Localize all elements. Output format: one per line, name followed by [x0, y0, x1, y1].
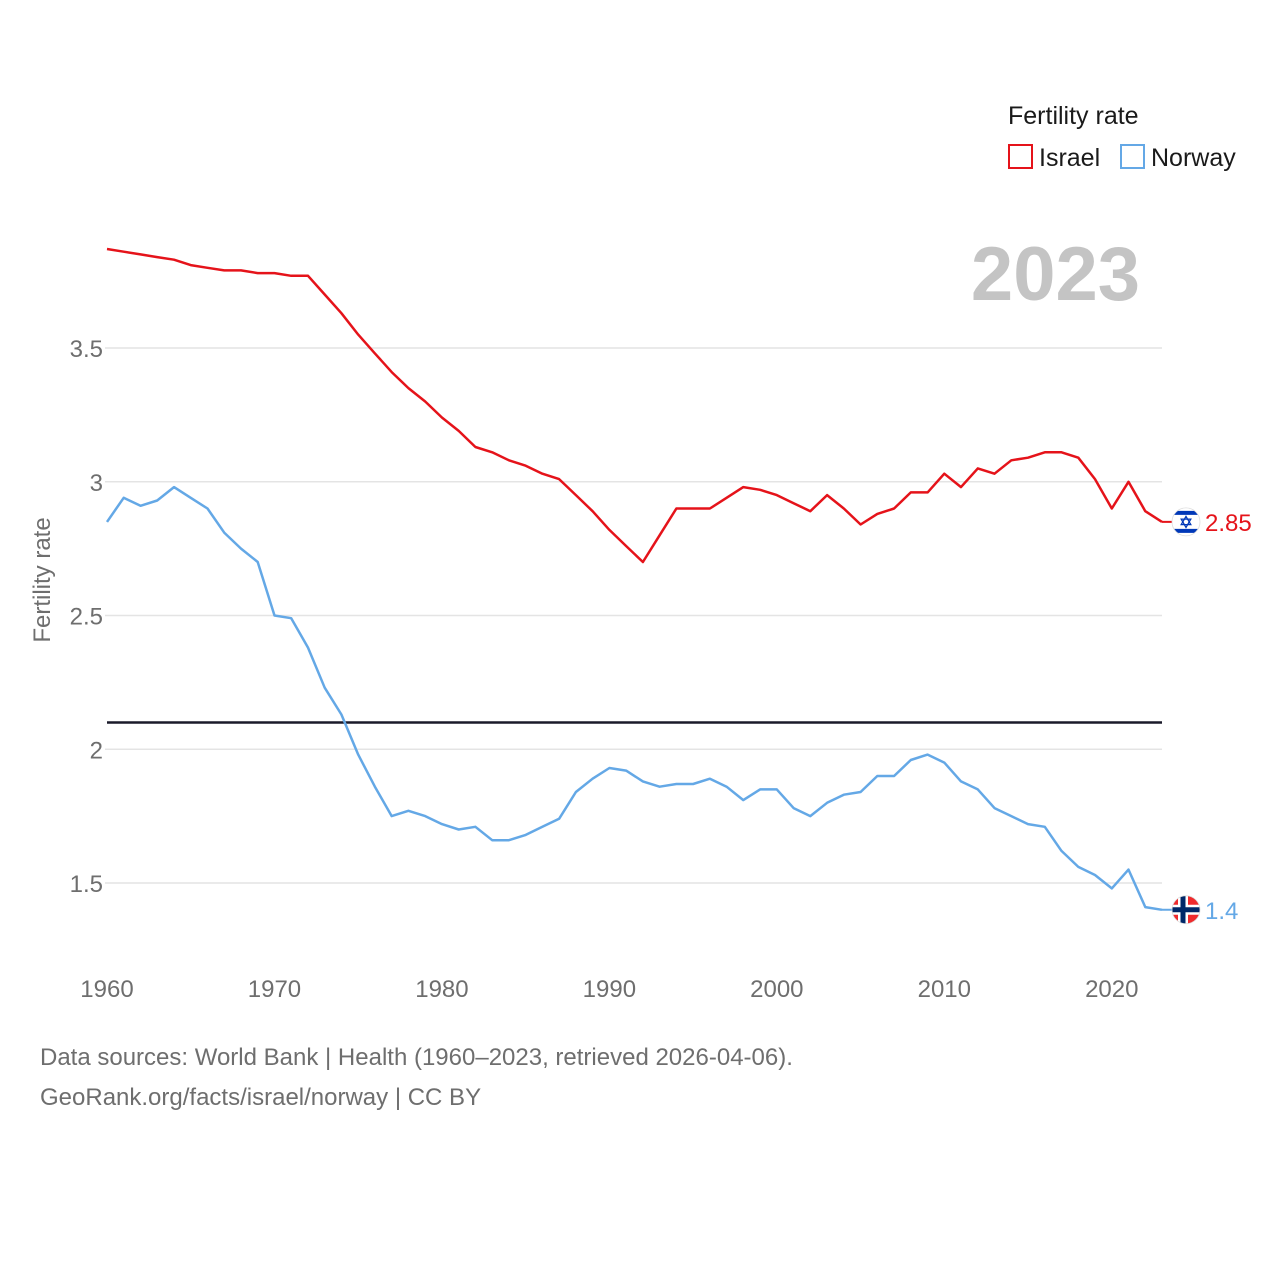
- legend-label-israel[interactable]: Israel: [1039, 144, 1100, 172]
- x-tick-label: 2010: [918, 976, 971, 1003]
- israel-flag-icon: [1171, 507, 1201, 537]
- x-tick-label: 1960: [80, 976, 133, 1003]
- x-tick-label: 1990: [583, 976, 636, 1003]
- x-tick-label: 1970: [248, 976, 301, 1003]
- year-label: 2023: [971, 232, 1140, 317]
- legend-title: Fertility rate: [1008, 102, 1139, 130]
- legend-swatch-norway[interactable]: [1120, 144, 1145, 169]
- legend: Fertility rate Israel Norway: [1008, 102, 1236, 172]
- series-line-norway[interactable]: [105, 485, 1163, 912]
- grid-layer: [105, 347, 1162, 884]
- y-axis-label: Fertility rate: [29, 517, 56, 642]
- end-labels: 2.85 1.4: [1162, 507, 1252, 925]
- y-tick-label: 2: [90, 737, 103, 764]
- footer-sources: Data sources: World Bank | Health (1960–…: [40, 1044, 793, 1071]
- legend-label-norway[interactable]: Norway: [1151, 144, 1236, 172]
- legend-swatch-israel[interactable]: [1008, 144, 1033, 169]
- y-tick-label: 3: [90, 470, 103, 497]
- footer-credit[interactable]: GeoRank.org/facts/israel/norway | CC BY: [40, 1084, 482, 1111]
- end-value-label-norway: 1.4: [1205, 898, 1238, 925]
- x-tick-label: 2020: [1085, 976, 1138, 1003]
- series-layer: [105, 247, 1163, 912]
- y-tick-label: 1.5: [70, 871, 103, 898]
- x-tick-label: 2000: [750, 976, 803, 1003]
- x-axis: 1960 1970 1980 1990 2000 2010 2020: [80, 976, 1138, 1003]
- norway-flag-icon: [1171, 895, 1201, 925]
- end-value-label-israel: 2.85: [1205, 510, 1252, 537]
- y-tick-label: 3.5: [70, 336, 103, 363]
- x-tick-label: 1980: [415, 976, 468, 1003]
- y-axis: 1.5 2 2.5 3 3.5: [70, 336, 103, 898]
- series-line-israel[interactable]: [106, 247, 1163, 564]
- y-tick-label: 2.5: [70, 604, 103, 631]
